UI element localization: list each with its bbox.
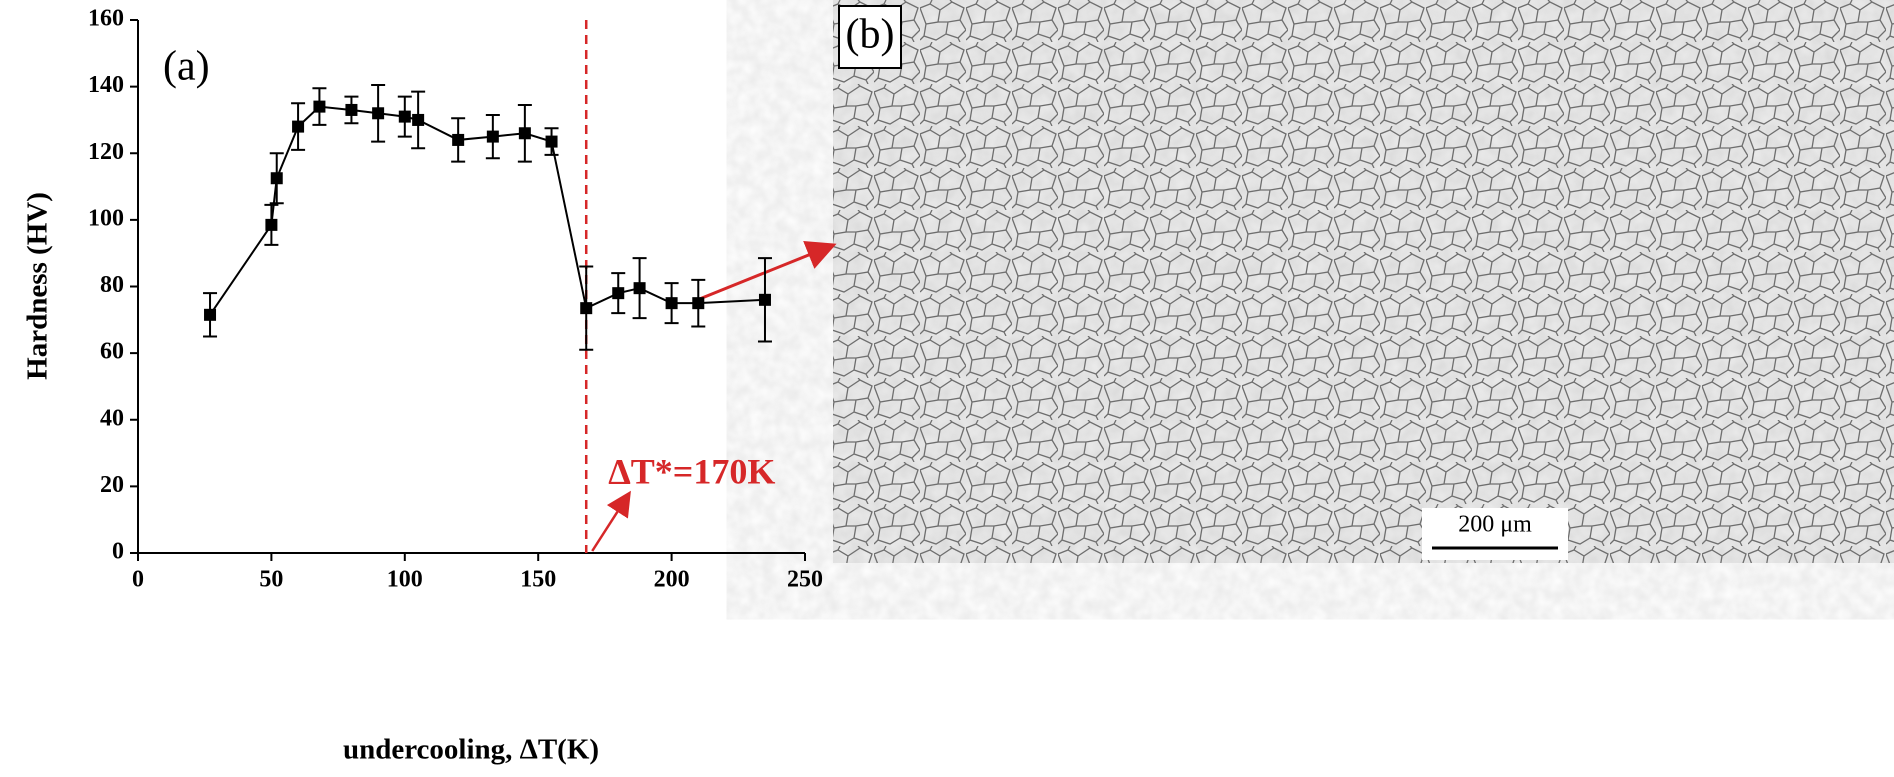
x-tick-label: 100 xyxy=(387,567,423,593)
data-point xyxy=(633,282,646,295)
data-point xyxy=(345,103,358,116)
data-point xyxy=(412,113,425,126)
y-axis-label: Hardness (HV) xyxy=(22,192,54,380)
data-point xyxy=(270,172,283,185)
data-point xyxy=(518,127,531,140)
y-tick-label: 20 xyxy=(100,472,124,498)
data-point xyxy=(292,120,305,133)
data-point xyxy=(692,297,705,310)
y-tick-label: 80 xyxy=(100,272,124,298)
data-point xyxy=(204,308,217,321)
x-tick-label: 150 xyxy=(520,567,556,593)
data-point xyxy=(313,100,326,113)
y-tick-label: 60 xyxy=(100,339,124,365)
data-point xyxy=(372,107,385,120)
y-tick-label: 40 xyxy=(100,405,124,431)
data-point xyxy=(612,287,625,300)
data-point xyxy=(665,297,678,310)
data-point xyxy=(580,302,593,315)
micrograph: (b) 200 μm xyxy=(833,0,1894,563)
scale-bar-label: 200 μm xyxy=(1458,512,1532,538)
y-tick-label: 120 xyxy=(88,139,124,165)
y-tick-label: 0 xyxy=(112,539,124,565)
panel-label: (b) xyxy=(846,12,895,58)
y-tick-label: 160 xyxy=(88,6,124,32)
annotation: ΔT*=170K xyxy=(608,451,775,491)
data-point xyxy=(486,130,499,143)
x-tick-label: 50 xyxy=(259,567,283,593)
data-point xyxy=(452,133,465,146)
x-tick-label: 0 xyxy=(132,567,144,593)
data-point xyxy=(758,293,771,306)
y-tick-label: 100 xyxy=(88,205,124,231)
panel-label: (a) xyxy=(163,44,210,90)
data-point xyxy=(265,218,278,231)
x-axis-label: undercooling, ΔT(K) xyxy=(343,734,599,766)
data-point xyxy=(545,135,558,148)
x-tick-label: 250 xyxy=(787,567,823,593)
data-point xyxy=(398,110,411,123)
x-tick-label: 200 xyxy=(654,567,690,593)
y-tick-label: 140 xyxy=(88,72,124,98)
annotation-arrow xyxy=(591,490,631,552)
